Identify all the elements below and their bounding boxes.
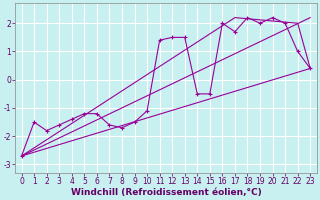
X-axis label: Windchill (Refroidissement éolien,°C): Windchill (Refroidissement éolien,°C) (70, 188, 261, 197)
